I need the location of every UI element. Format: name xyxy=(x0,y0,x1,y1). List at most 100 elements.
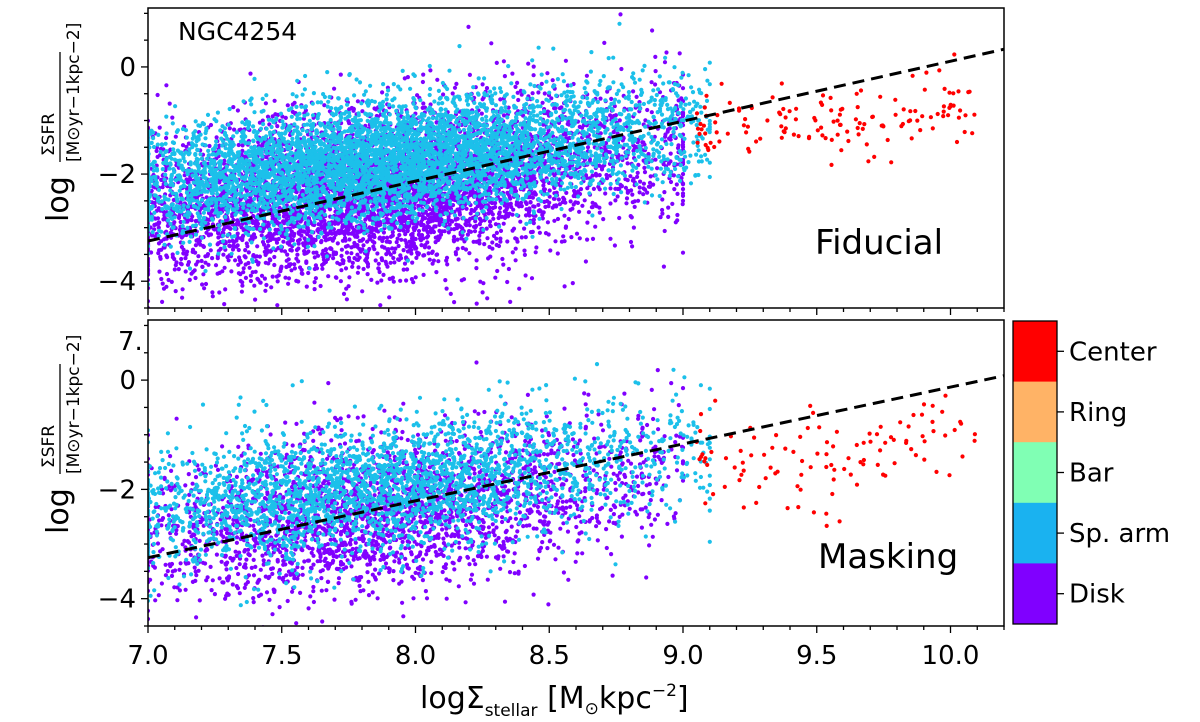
data-point-disk xyxy=(392,260,397,265)
data-point-disk xyxy=(314,250,319,255)
data-point-disk xyxy=(384,252,389,257)
data-point-disk xyxy=(468,211,473,216)
data-point-disk xyxy=(603,191,608,196)
data-point-disk xyxy=(409,251,414,256)
data-point-disk xyxy=(563,58,569,63)
data-point-disk xyxy=(632,204,637,209)
data-point-disk xyxy=(361,208,366,213)
data-point-disk xyxy=(635,170,640,175)
data-point-disk xyxy=(613,113,619,118)
data-point-disk xyxy=(381,272,386,277)
data-point-disk xyxy=(371,233,377,238)
data-point-disk xyxy=(264,155,269,160)
data-point-disk xyxy=(505,279,510,285)
data-point-disk xyxy=(517,204,522,209)
data-point-disk xyxy=(660,207,665,213)
data-point-disk xyxy=(477,222,482,227)
data-point-disk xyxy=(227,126,232,131)
data-point-disk xyxy=(248,273,253,278)
data-point-disk xyxy=(562,213,567,218)
data-point-disk xyxy=(585,134,590,139)
data-point-disk xyxy=(341,261,346,266)
data-point-disk xyxy=(361,266,366,272)
data-point-disk xyxy=(376,261,381,266)
data-point-disk xyxy=(326,274,331,279)
data-point-disk xyxy=(522,226,527,231)
data-point-disk xyxy=(189,218,194,223)
data-point-disk xyxy=(421,253,426,258)
data-point-disk xyxy=(166,277,171,283)
data-point-disk xyxy=(628,239,634,245)
data-point-disk xyxy=(159,239,164,244)
data-point-disk xyxy=(398,278,403,283)
data-point-disk xyxy=(623,185,629,190)
data-point-disk xyxy=(286,276,292,281)
data-point-disk xyxy=(346,206,351,211)
data-point-disk xyxy=(337,192,342,197)
data-point-disk xyxy=(585,220,590,225)
data-point-disk xyxy=(161,286,167,291)
data-point-disk xyxy=(444,258,449,263)
data-point-disk xyxy=(285,252,290,257)
data-point-disk xyxy=(583,259,589,264)
data-point-disk xyxy=(274,240,280,245)
data-point-disk xyxy=(247,265,252,270)
data-point-disk xyxy=(361,243,366,248)
data-point-disk xyxy=(272,314,276,318)
data-point-disk xyxy=(223,287,228,292)
data-point-disk xyxy=(275,279,280,284)
data-point-disk xyxy=(431,258,436,263)
data-point-disk xyxy=(263,101,268,106)
data-point-disk xyxy=(167,101,172,106)
data-point-disk xyxy=(536,90,541,95)
data-point-disk xyxy=(200,282,205,287)
data-point-disk xyxy=(356,265,361,270)
data-point-disk xyxy=(238,309,242,313)
data-point-disk xyxy=(444,286,449,291)
data-point-disk xyxy=(316,253,321,258)
data-point-disk xyxy=(232,127,237,132)
data-point-disk xyxy=(675,212,680,218)
data-point-disk xyxy=(168,310,172,314)
data-point-disk xyxy=(360,289,365,294)
data-point-disk xyxy=(263,288,268,293)
data-point-disk xyxy=(545,220,551,225)
data-point-disk xyxy=(435,77,440,82)
data-point-disk xyxy=(419,222,424,228)
data-point-disk xyxy=(169,279,174,284)
data-point-disk xyxy=(404,278,409,283)
data-point-disk xyxy=(285,103,290,108)
data-point-disk xyxy=(531,64,536,69)
data-point-disk xyxy=(609,96,614,101)
data-point-disk xyxy=(350,264,355,269)
data-point-disk xyxy=(248,278,253,284)
data-point-disk xyxy=(624,201,629,206)
data-point-disk xyxy=(613,186,618,191)
data-point-disk xyxy=(220,269,225,274)
data-point-disk xyxy=(498,205,503,211)
data-point-disk xyxy=(666,205,671,210)
data-point-disk xyxy=(406,216,411,221)
data-point-disk xyxy=(322,103,327,108)
data-point-disk xyxy=(585,186,590,191)
data-point-disk xyxy=(332,86,337,91)
data-point-disk xyxy=(319,225,324,230)
data-point-disk xyxy=(240,280,245,285)
data-point-disk xyxy=(154,222,159,227)
data-point-disk xyxy=(269,285,274,290)
data-point-disk xyxy=(467,223,472,228)
data-point-disk xyxy=(506,202,511,207)
data-point-disk xyxy=(381,230,386,235)
data-point-disk xyxy=(635,174,640,179)
data-point-disk xyxy=(213,263,219,268)
data-point-disk xyxy=(203,260,208,265)
data-point-disk xyxy=(502,215,508,220)
data-point-disk xyxy=(501,59,506,64)
data-point-disk xyxy=(479,111,484,116)
data-point-disk xyxy=(272,254,277,260)
data-point-disk xyxy=(630,178,636,183)
data-point-disk xyxy=(256,260,261,265)
data-point-disk xyxy=(235,218,240,223)
data-point-disk xyxy=(569,235,574,240)
